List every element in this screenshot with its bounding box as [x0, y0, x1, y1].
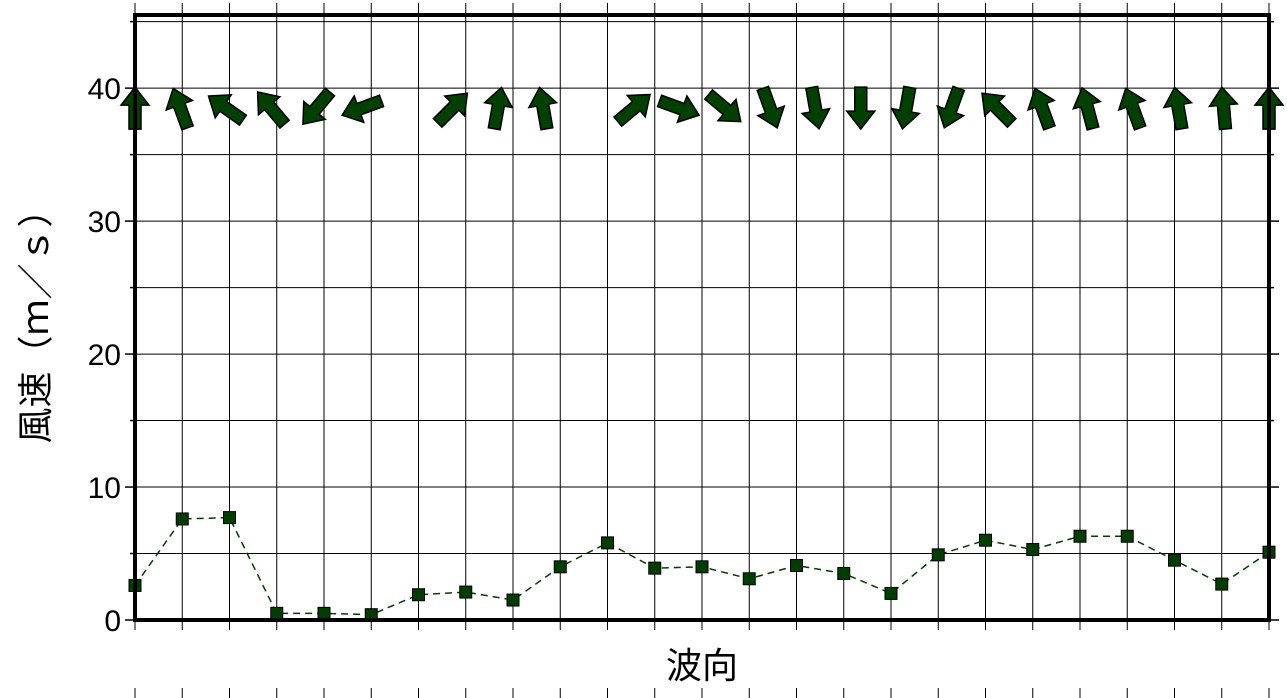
- wave-direction-arrow: [432, 92, 469, 129]
- y-tick-label: 0: [104, 605, 121, 638]
- series-point: [790, 558, 803, 572]
- series-point: [506, 593, 520, 607]
- wave-direction-arrow: [527, 86, 559, 131]
- wave-direction-arrow: [703, 88, 742, 123]
- wave-direction-arrow: [1162, 86, 1194, 131]
- series-point: [931, 548, 945, 562]
- series-point: [270, 606, 284, 620]
- series-point: [601, 536, 614, 550]
- wave-direction-arrow: [756, 85, 786, 129]
- wave-direction-arrow: [936, 85, 966, 129]
- wave-direction-arrows: [119, 85, 1285, 131]
- wave-direction-arrow: [1207, 85, 1239, 131]
- wave-direction-arrow: [890, 85, 922, 130]
- series-point: [459, 585, 473, 599]
- wave-direction-arrow: [340, 94, 385, 124]
- wave-direction-arrow: [612, 93, 651, 128]
- series-point: [553, 560, 567, 574]
- series-point: [648, 561, 662, 575]
- y-tick-label: 10: [88, 472, 121, 505]
- y-tick-label: 40: [88, 73, 121, 106]
- y-axis-label: 風速（ｍ／ｓ）: [16, 191, 57, 443]
- wave-direction-arrow: [656, 94, 701, 124]
- wave-direction-arrow: [1071, 86, 1102, 131]
- wave-direction-arrow: [207, 94, 248, 127]
- series-point: [175, 512, 189, 526]
- x-axis-label: 波向: [666, 646, 738, 687]
- series-point: [1073, 529, 1087, 543]
- series-point: [1026, 543, 1040, 557]
- wave-direction-arrow: [1117, 87, 1147, 131]
- series-point: [317, 606, 331, 620]
- series-point: [1168, 553, 1181, 567]
- wave-direction-arrow: [164, 87, 195, 131]
- series-point: [979, 533, 992, 547]
- wave-direction-arrow: [1026, 87, 1057, 131]
- wave-direction-arrow: [482, 86, 514, 131]
- wave-direction-arrow: [256, 91, 291, 130]
- y-tick-label: 30: [88, 206, 121, 239]
- series-point: [1120, 529, 1134, 543]
- wave-direction-arrow: [981, 92, 1017, 129]
- series-point: [837, 566, 851, 580]
- series-point: [742, 572, 756, 586]
- y-tick-labels: 0 10 20 30 40: [88, 73, 121, 638]
- series-point: [412, 588, 425, 602]
- series-point: [223, 511, 236, 525]
- wave-direction-arrow: [800, 85, 832, 130]
- series-point: [695, 560, 709, 574]
- plot-frame: [133, 13, 1271, 622]
- series-point: [1215, 577, 1229, 591]
- wave-direction-arrow: [845, 86, 877, 131]
- series-point: [884, 586, 898, 600]
- y-tick-label: 20: [88, 339, 121, 372]
- wave-direction-arrow: [302, 87, 336, 126]
